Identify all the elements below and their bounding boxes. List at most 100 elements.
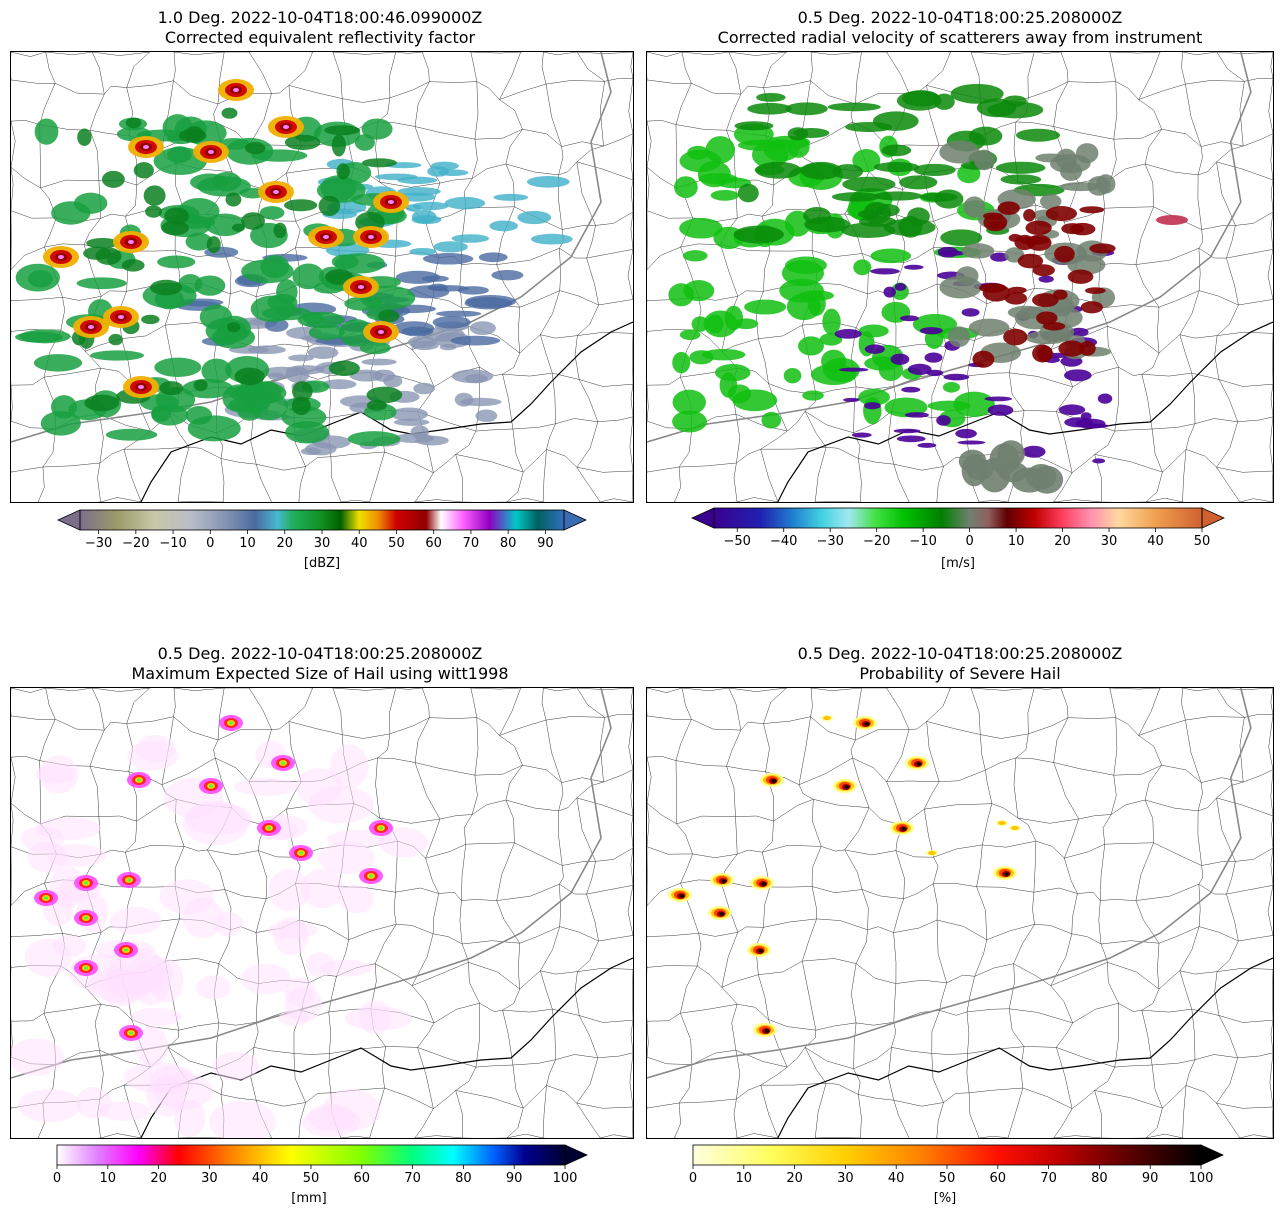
echo-inbound-dark (803, 206, 831, 225)
echo-moderate (359, 341, 391, 355)
colorbar-unit: [%] (933, 1191, 957, 1206)
echo-light (397, 187, 441, 196)
echo-moderate (125, 117, 142, 129)
colorbar-gradient (56, 1144, 588, 1169)
echo-faint (268, 921, 318, 939)
echo-near-zero (973, 149, 995, 171)
echo-stratiform (321, 379, 357, 390)
echo-moderate (245, 142, 266, 155)
echo-inbound-strong (1022, 445, 1046, 458)
echo-inbound-dark (950, 83, 1004, 104)
panel-title-line1: 0.5 Deg. 2022-10-04T18:00:25.208000Z (157, 644, 483, 663)
echo-faint (20, 826, 65, 852)
echo-posh-max (758, 949, 764, 953)
echo-stratiform (305, 442, 337, 456)
echo-core-magenta (378, 330, 384, 334)
echo-inbound-dark (913, 163, 956, 177)
echo-moderate (318, 195, 341, 216)
echo-near-zero (997, 440, 1025, 467)
echo-core-magenta (233, 88, 239, 92)
echo-inbound-strong (899, 315, 919, 322)
echo-inbound (706, 314, 724, 334)
echo-inbound-strong (894, 283, 907, 291)
echo-posh-max (844, 785, 850, 789)
echo-light (489, 220, 518, 232)
echo-faint (209, 1100, 277, 1138)
echo-moderate (241, 212, 265, 230)
echo-inbound (672, 389, 707, 415)
echo-hail-very-large (84, 916, 88, 920)
echo-inbound (853, 259, 872, 276)
echo-inbound-dark (733, 225, 784, 244)
echo-outbound (1058, 340, 1085, 357)
echo-stratiform (288, 354, 315, 362)
echo-moderate (86, 237, 119, 249)
echo-inbound-strong (896, 435, 926, 443)
echo-inbound-strong (1081, 423, 1109, 429)
colorbar-over-arrow (564, 1144, 588, 1166)
echo-inbound-dark (737, 183, 759, 203)
echo-posh-max (679, 894, 685, 898)
echo-faint (130, 1007, 183, 1026)
echo-inbound (953, 391, 995, 417)
echo-light (465, 294, 517, 309)
colorbar-body (57, 1145, 565, 1165)
colorbar-gradient (57, 509, 587, 534)
echo-inbound-dark (800, 161, 842, 180)
echo-faint (98, 1101, 151, 1121)
echo-inbound (668, 283, 694, 307)
echo-moderate (159, 381, 184, 396)
echo-hail-very-large (124, 948, 128, 952)
panel-reflectivity: 1.0 Deg. 2022-10-04T18:00:46.099000Z Cor… (0, 0, 640, 600)
echo-outbound (1156, 215, 1188, 225)
colorbar-tick-label: 60 (425, 536, 442, 551)
echo-inbound-dark (940, 229, 983, 247)
echo-inbound (858, 324, 889, 338)
colorbar-unit: [mm] (291, 1191, 327, 1206)
echo-faint (284, 977, 316, 1007)
map-canvas (11, 688, 633, 1138)
echo-inbound-strong (907, 363, 932, 375)
echo-moderate (161, 220, 189, 236)
panel-title-line1: 0.5 Deg. 2022-10-04T18:00:25.208000Z (797, 644, 1123, 663)
echo-moderate (234, 367, 265, 386)
echo-moderate (226, 322, 241, 333)
boundary-lines (647, 688, 1273, 1138)
colorbar-tick-label: 70 (1040, 1171, 1057, 1186)
echo-inbound-dark (755, 161, 802, 179)
colorbar-unit: [dBZ] (303, 556, 341, 571)
echo-stratiform (413, 382, 435, 395)
echo-inbound-strong (851, 432, 872, 438)
echo-outbound (1032, 264, 1055, 277)
colorbar-under-arrow (691, 507, 715, 529)
echo-stratiform (390, 407, 429, 421)
colorbar-tick-label: 0 (965, 534, 974, 549)
echo-inbound-strong (893, 428, 921, 434)
colorbar-gradient (691, 507, 1225, 532)
echo-inbound-strong (990, 252, 1009, 262)
echo-light (433, 241, 468, 253)
echo-moderate (27, 270, 53, 288)
echo-light (422, 253, 474, 265)
echo-moderate (154, 357, 202, 378)
echo-posh-max (916, 762, 922, 766)
coastline (140, 957, 633, 1138)
echo-outbound (1054, 245, 1075, 263)
echo-inbound-dark (756, 92, 786, 102)
colorbar-tick-label: −50 (723, 534, 751, 549)
echo-hail-very-large (127, 878, 131, 882)
colorbar: [m/s] −50 −40 −30 −20 −10 0 10 20 30 40 50 (691, 507, 1225, 571)
echo-moderate (225, 192, 242, 207)
echo-moderate (151, 405, 172, 422)
echo-inbound-strong (839, 367, 869, 372)
echo-inbound-dark (827, 102, 881, 112)
echo-faint (39, 755, 79, 794)
colorbar-tick-label: 40 (1147, 534, 1164, 549)
panel-velocity: 0.5 Deg. 2022-10-04T18:00:25.208000Z Cor… (640, 0, 1280, 600)
echo-core-magenta (358, 285, 364, 289)
echo-near-zero (939, 140, 980, 164)
echo-posh-medium (928, 851, 936, 855)
echo-outbound (982, 284, 1011, 302)
echo-inbound (797, 336, 824, 356)
echo-inbound-dark (873, 161, 920, 173)
